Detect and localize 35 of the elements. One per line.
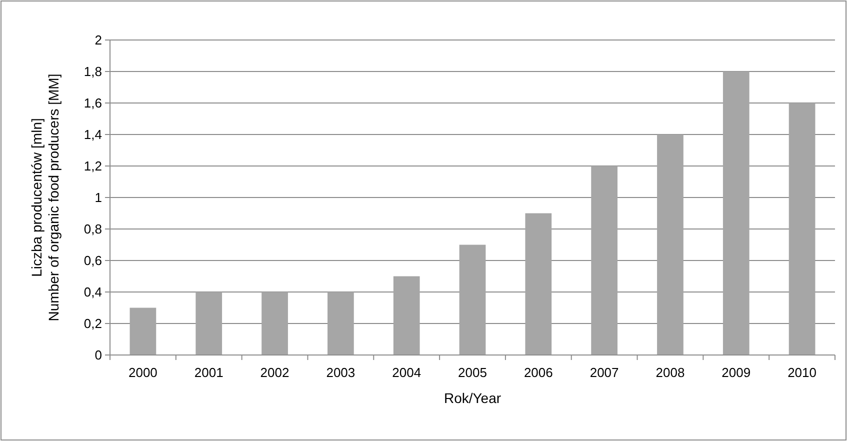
x-tick-label: 2006 xyxy=(524,365,553,380)
y-tick-label: 1 xyxy=(94,190,102,206)
x-tick-label: 2005 xyxy=(458,365,487,380)
bar xyxy=(328,292,354,355)
bar xyxy=(393,276,420,355)
x-tick-label: 2010 xyxy=(788,365,817,380)
x-tick-label: 2001 xyxy=(194,365,224,380)
bar xyxy=(722,72,750,355)
bar xyxy=(459,244,486,355)
x-tick-label: 2003 xyxy=(326,365,356,380)
x-tick-label: 2007 xyxy=(590,365,619,380)
bar xyxy=(196,292,222,355)
bar xyxy=(788,103,816,355)
x-axis-title: Rok/Year xyxy=(444,390,502,406)
bar xyxy=(657,134,684,355)
y-tick-label: 1,8 xyxy=(84,64,102,80)
y-tick-label: 0,8 xyxy=(84,222,102,237)
bar xyxy=(591,166,618,355)
x-tick-label: 2008 xyxy=(656,365,685,380)
y-axis-title: Liczba producentów [mln] Number of organic food producers [MM] xyxy=(28,74,62,322)
y-tick-label: 1,6 xyxy=(84,96,102,111)
y-tick-label: 0,4 xyxy=(84,284,102,300)
y-tick-label: 0 xyxy=(94,348,102,363)
bar xyxy=(525,213,552,355)
x-tick-label: 2002 xyxy=(260,365,290,380)
x-tick-label: 2009 xyxy=(722,365,751,380)
x-tick-label: 2000 xyxy=(128,365,158,380)
y-tick-label: 2 xyxy=(94,32,102,48)
bar xyxy=(130,308,156,355)
y-tick-label: 0,6 xyxy=(84,253,102,268)
y-tick-label: 1,2 xyxy=(84,158,102,174)
bar xyxy=(262,292,288,355)
y-tick-label: 0,2 xyxy=(84,316,102,332)
y-tick-label: 1,4 xyxy=(84,127,102,142)
x-tick-label: 2004 xyxy=(392,365,422,380)
